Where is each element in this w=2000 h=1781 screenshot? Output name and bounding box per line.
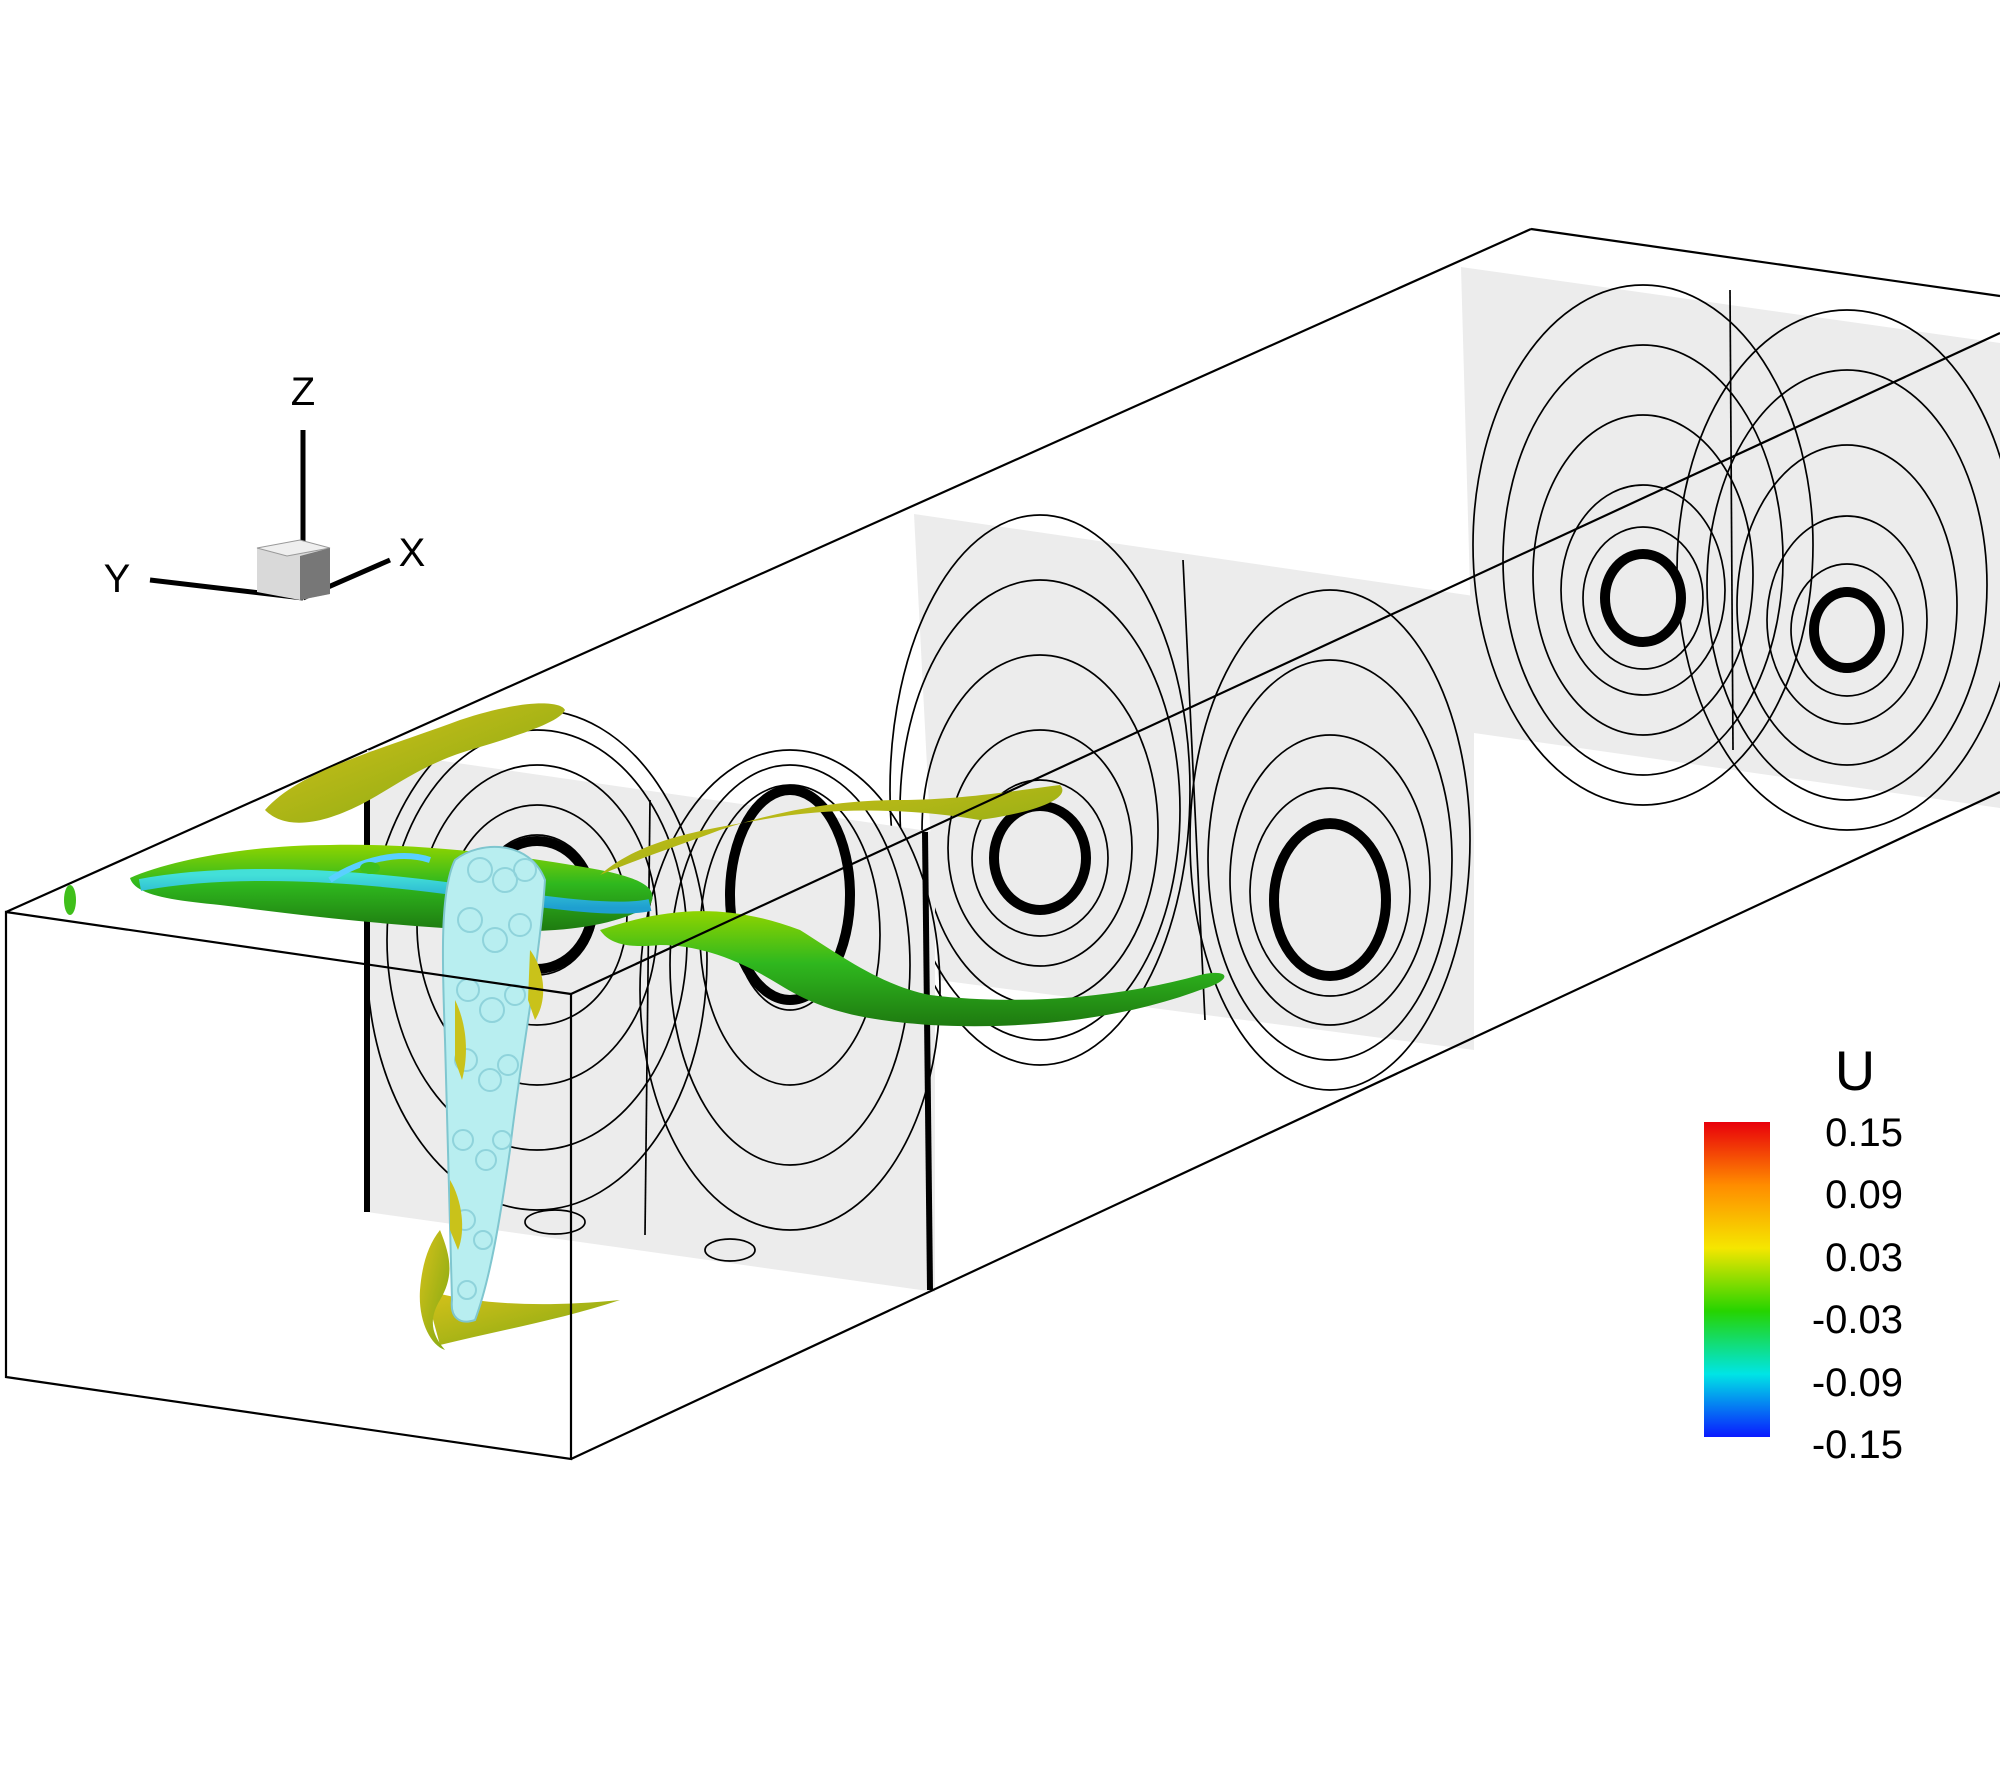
axis-triad: Z Y X	[104, 370, 426, 601]
particle-column	[441, 845, 547, 1323]
domain-box-back-edges	[5, 227, 2000, 914]
legend-tick-3: 0.03	[1825, 1236, 1903, 1280]
legend-tick-2: 0.09	[1825, 1173, 1903, 1217]
streamline-plane-2	[889, 514, 1474, 1091]
streamline-plane-3	[1461, 267, 2000, 831]
legend-tick-1: 0.15	[1825, 1111, 1903, 1155]
colorbar-legend: U 0.15 0.09 0.03 -0.03 -0.09 -0.15	[1704, 1039, 1903, 1467]
colorbar	[1704, 1122, 1770, 1437]
axis-label-z: Z	[291, 370, 315, 414]
legend-tick-6: -0.15	[1812, 1423, 1903, 1467]
legend-tick-5: -0.09	[1812, 1361, 1903, 1405]
domain-box-front-edges	[4, 332, 2000, 1461]
legend-tick-4: -0.03	[1812, 1298, 1903, 1342]
axis-label-y: Y	[104, 557, 131, 601]
legend-title: U	[1835, 1039, 1875, 1102]
axis-label-x: X	[399, 531, 426, 575]
